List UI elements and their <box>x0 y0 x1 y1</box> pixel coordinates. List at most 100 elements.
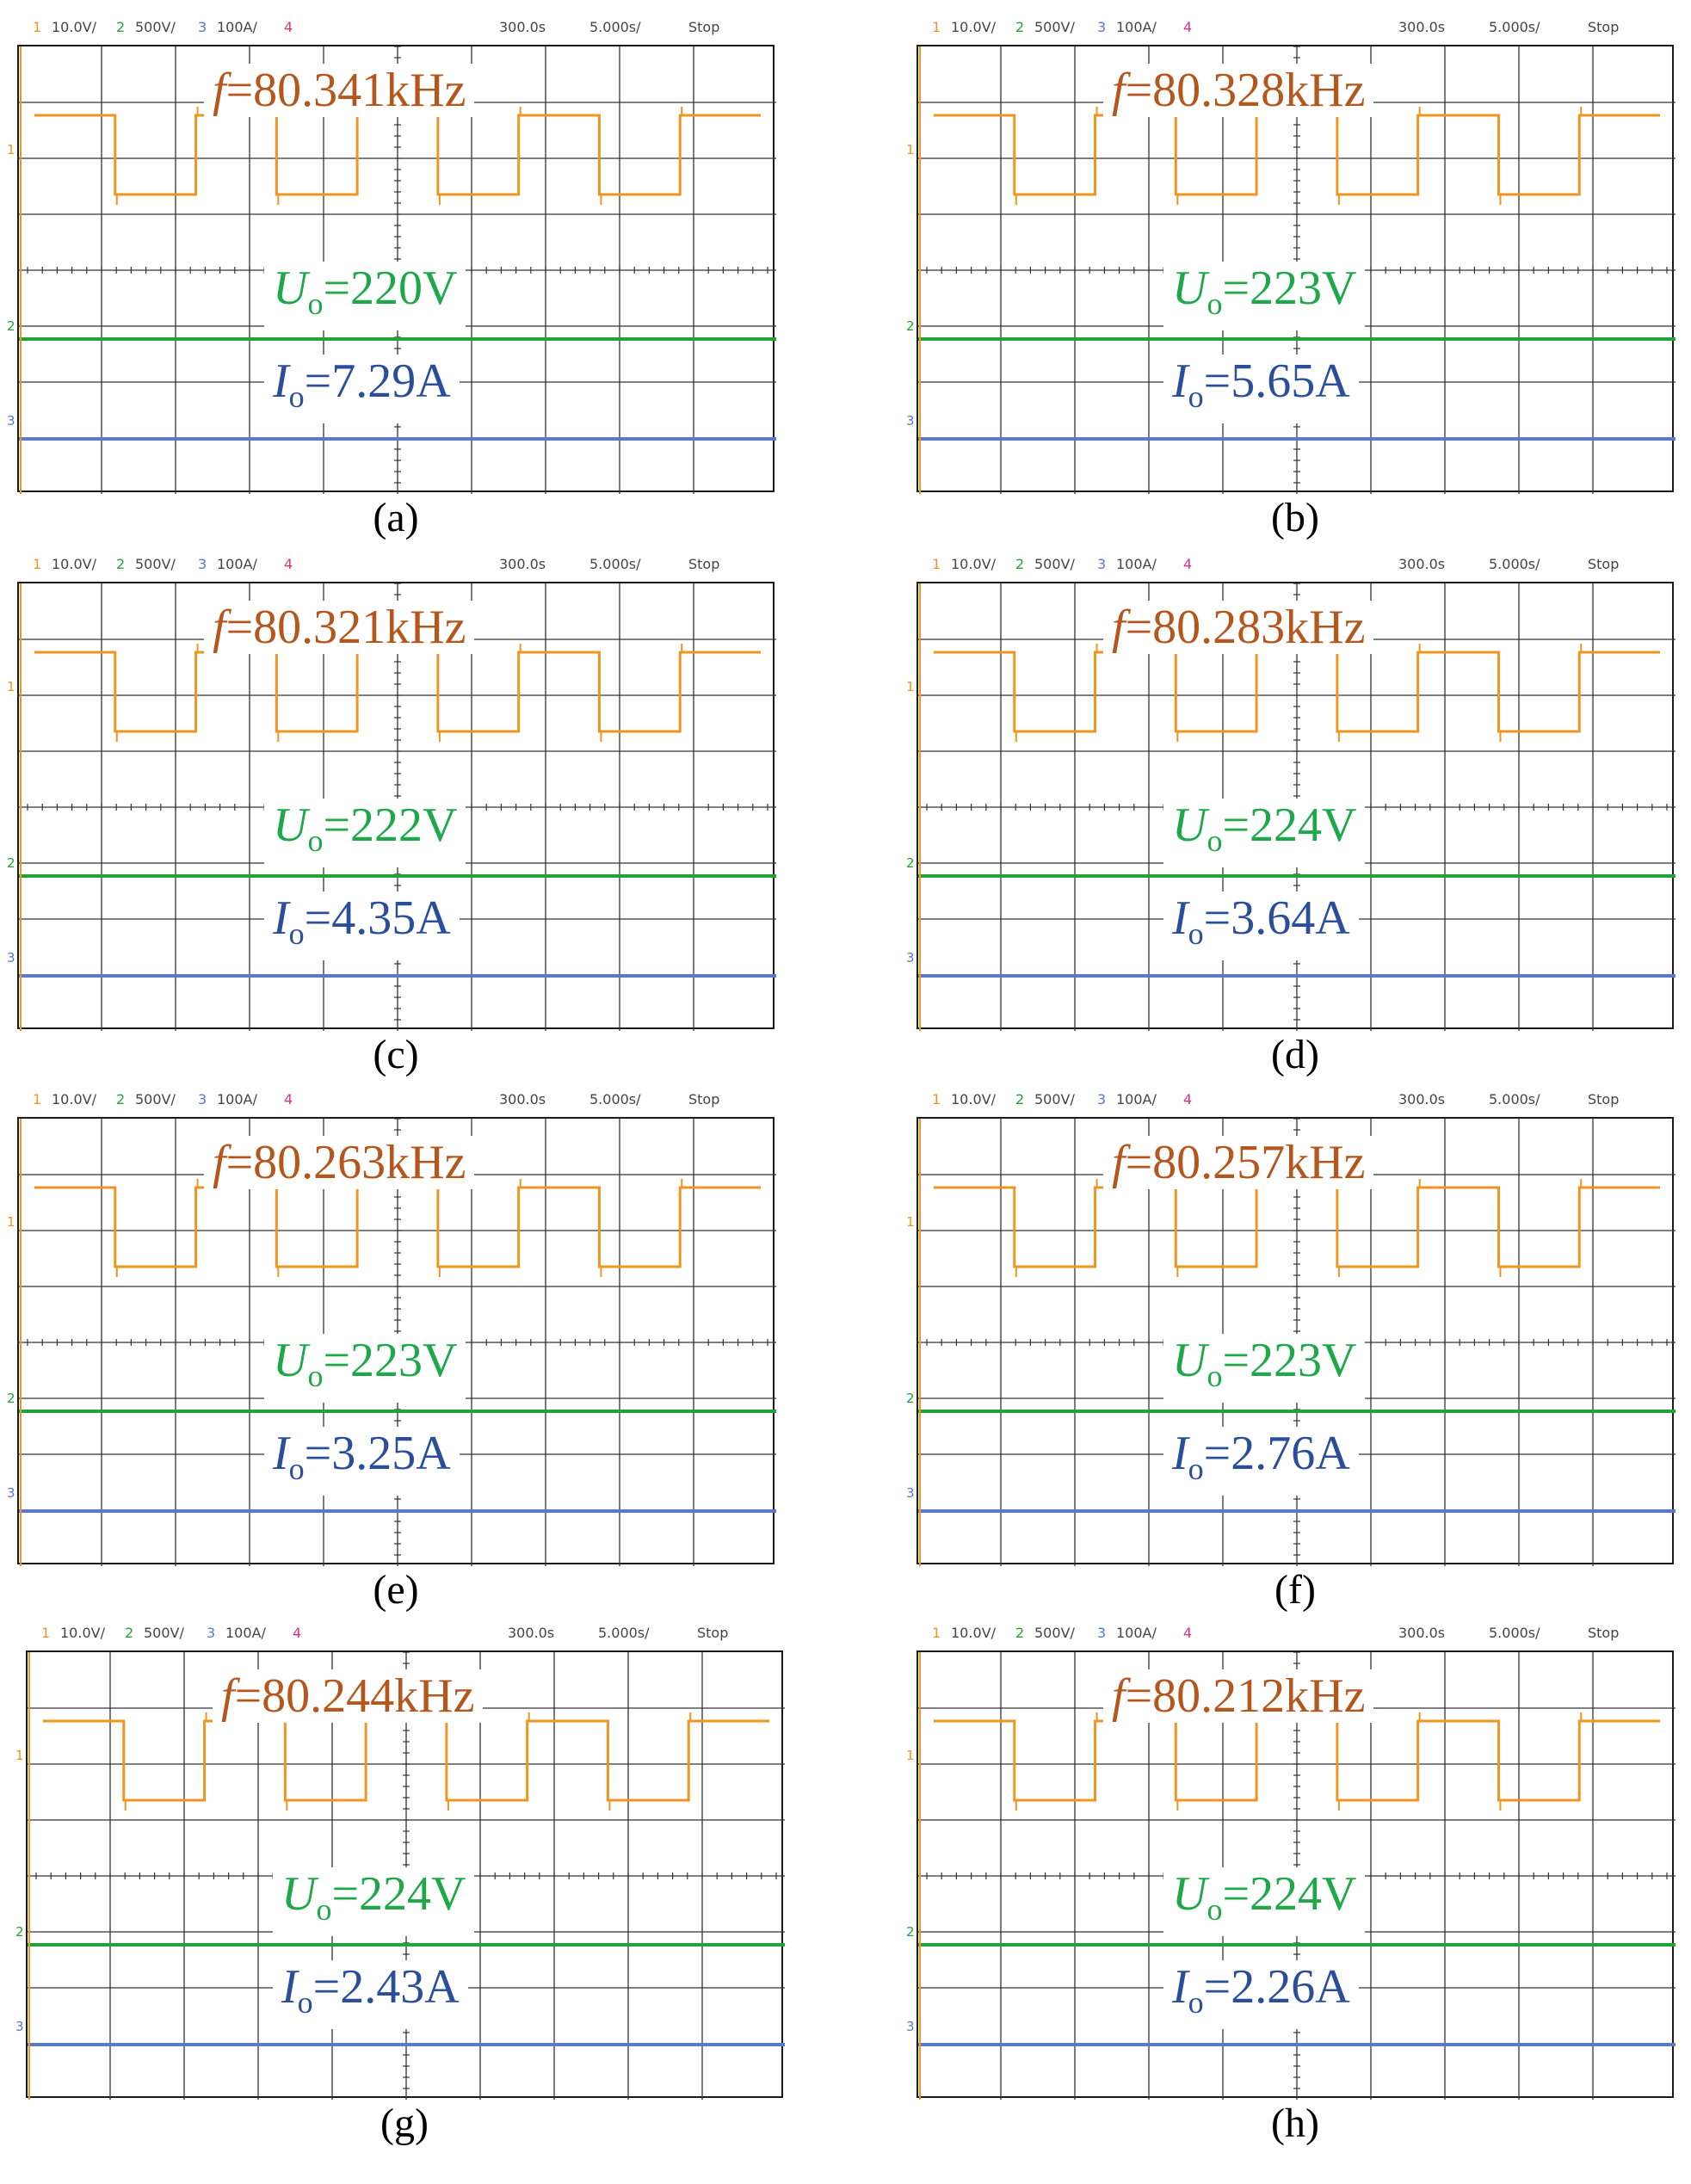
status-ch4-num: 4 <box>284 1091 293 1107</box>
status-offset: 300.0s <box>1398 1091 1446 1107</box>
panel-caption: (d) <box>1271 1032 1319 1077</box>
status-ch4-num: 4 <box>1183 556 1193 572</box>
status-ch3-num: 3 <box>198 556 207 572</box>
volt-subscript: o <box>1207 1359 1223 1393</box>
scope-screen: 1 2 3 f=80.263kHz Uo=223V Io=3.25A <box>7 1117 776 1566</box>
status-mode: Stop <box>1588 1625 1620 1641</box>
status-ch4-num: 4 <box>1183 1625 1193 1641</box>
ch2-marker: 2 <box>7 855 15 871</box>
curr-value: =3.25A <box>304 1427 451 1480</box>
ch3-marker: 3 <box>906 2019 915 2034</box>
status-ch2-num: 2 <box>116 1091 126 1107</box>
curr-value: =2.43A <box>312 1960 460 2014</box>
status-ch3-num: 3 <box>1097 19 1107 35</box>
ch3-marker: 3 <box>7 1485 15 1501</box>
frequency-label: f=80.328kHz <box>1103 64 1374 117</box>
status-ch1-num: 1 <box>33 19 42 35</box>
scope-status-bar: 1 10.0V/2 500V/3 100A/4 300.0s 5.000s/Stop <box>17 1079 775 1117</box>
freq-value: =80.321kHz <box>225 601 466 654</box>
voltage-label: Uo=222V <box>264 799 466 867</box>
scope-status-bar: 1 10.0V/2 500V/3 100A/4 300.0s 5.000s/Stop <box>916 544 1674 582</box>
current-label: Io=4.35A <box>264 891 460 960</box>
curr-value: =4.35A <box>304 891 451 945</box>
scope-status-bar: 1 10.0V/2 500V/3 100A/4 300.0s 5.000s/Stop <box>26 1613 783 1650</box>
freq-symbol: f <box>213 1136 226 1189</box>
frequency-label: f=80.321kHz <box>204 601 475 654</box>
scope-screen: 1 2 3 f=80.257kHz Uo=223V Io=2.76A <box>906 1117 1676 1566</box>
volt-symbol: U <box>281 1867 317 1921</box>
volt-symbol: U <box>1172 262 1207 315</box>
status-ch2-num: 2 <box>1015 1091 1025 1107</box>
status-ch2-scale: 500V/ <box>135 1091 176 1107</box>
ch1-marker: 1 <box>15 1748 24 1763</box>
status-offset: 300.0s <box>499 1091 546 1107</box>
freq-symbol: f <box>213 64 226 117</box>
scope-panel: 1 10.0V/2 500V/3 100A/4 300.0s 5.000s/Stop 1 2 3… <box>906 7 1676 540</box>
scope-status-bar: 1 10.0V/2 500V/3 100A/4 300.0s 5.000s/Stop <box>17 544 775 582</box>
volt-symbol: U <box>1172 799 1207 852</box>
freq-symbol: f <box>1112 601 1126 654</box>
volt-value: =224V <box>1222 1867 1357 1921</box>
curr-symbol: I <box>273 355 289 408</box>
ch3-marker: 3 <box>7 413 15 429</box>
status-mode: Stop <box>1588 19 1620 35</box>
status-ch1-num: 1 <box>932 556 941 572</box>
scope-screen: 1 2 3 f=80.244kHz Uo=224V Io=2.43A <box>15 1650 785 2100</box>
status-ch1-num: 1 <box>932 1091 941 1107</box>
scope-status-bar: 1 10.0V/2 500V/3 100A/4 300.0s 5.000s/Stop <box>916 1079 1674 1117</box>
status-ch3-num: 3 <box>207 1625 216 1641</box>
volt-value: =223V <box>1222 262 1357 315</box>
curr-subscript: o <box>297 1985 313 2020</box>
status-ch4-num: 4 <box>284 556 293 572</box>
scope-screen: 1 2 3 f=80.328kHz Uo=223V Io=5.65A <box>906 45 1676 494</box>
panel-caption: (f) <box>1274 1567 1316 1613</box>
ch2-marker: 2 <box>906 1924 915 1940</box>
ch3-marker: 3 <box>906 413 915 429</box>
ch3-marker: 3 <box>906 950 915 966</box>
ch2-marker: 2 <box>7 318 15 334</box>
status-ch1-scale: 10.0V/ <box>951 1091 996 1107</box>
scope-panel: 1 10.0V/2 500V/3 100A/4 300.0s 5.000s/Stop 1 2 3… <box>7 1079 776 1613</box>
freq-value: =80.257kHz <box>1125 1136 1366 1189</box>
freq-value: =80.244kHz <box>234 1669 475 1723</box>
current-label: Io=7.29A <box>264 355 460 423</box>
freq-symbol: f <box>1112 1669 1126 1723</box>
freq-value: =80.341kHz <box>225 64 466 117</box>
status-ch3-scale: 100A/ <box>217 556 257 572</box>
volt-subscript: o <box>307 287 324 321</box>
ch2-marker: 2 <box>906 1391 915 1406</box>
voltage-label: Uo=220V <box>264 262 466 330</box>
ch1-marker: 1 <box>7 142 15 157</box>
freq-symbol: f <box>1112 1136 1126 1189</box>
volt-subscript: o <box>1207 1892 1223 1927</box>
volt-value: =220V <box>323 262 458 315</box>
panel-caption: (h) <box>1271 2101 1319 2146</box>
volt-value: =222V <box>323 799 458 852</box>
scope-panel: 1 10.0V/2 500V/3 100A/4 300.0s 5.000s/Stop 1 2 3… <box>15 1613 785 2146</box>
volt-value: =223V <box>323 1334 458 1387</box>
status-ch4-num: 4 <box>284 19 293 35</box>
freq-value: =80.263kHz <box>225 1136 466 1189</box>
freq-symbol: f <box>221 1669 235 1723</box>
status-ch1-scale: 10.0V/ <box>951 19 996 35</box>
voltage-label: Uo=224V <box>273 1867 475 1936</box>
status-offset: 300.0s <box>1398 1625 1446 1641</box>
status-ch1-scale: 10.0V/ <box>951 556 996 572</box>
voltage-label: Uo=223V <box>1163 262 1366 330</box>
scope-panel: 1 10.0V/2 500V/3 100A/4 300.0s 5.000s/Stop 1 2 3… <box>7 7 776 540</box>
freq-symbol: f <box>213 601 226 654</box>
status-ch2-scale: 500V/ <box>1034 1091 1075 1107</box>
voltage-label: Uo=223V <box>1163 1334 1366 1403</box>
volt-symbol: U <box>273 799 308 852</box>
status-ch3-num: 3 <box>198 1091 207 1107</box>
current-label: Io=2.26A <box>1163 1960 1359 2029</box>
frequency-label: f=80.341kHz <box>204 64 475 117</box>
panel-caption: (b) <box>1271 495 1319 540</box>
volt-symbol: U <box>1172 1334 1207 1387</box>
status-offset: 300.0s <box>499 19 546 35</box>
curr-subscript: o <box>288 916 305 951</box>
frequency-label: f=80.263kHz <box>204 1136 475 1189</box>
status-ch3-num: 3 <box>198 19 207 35</box>
status-mode: Stop <box>688 19 720 35</box>
status-ch3-scale: 100A/ <box>1116 19 1157 35</box>
